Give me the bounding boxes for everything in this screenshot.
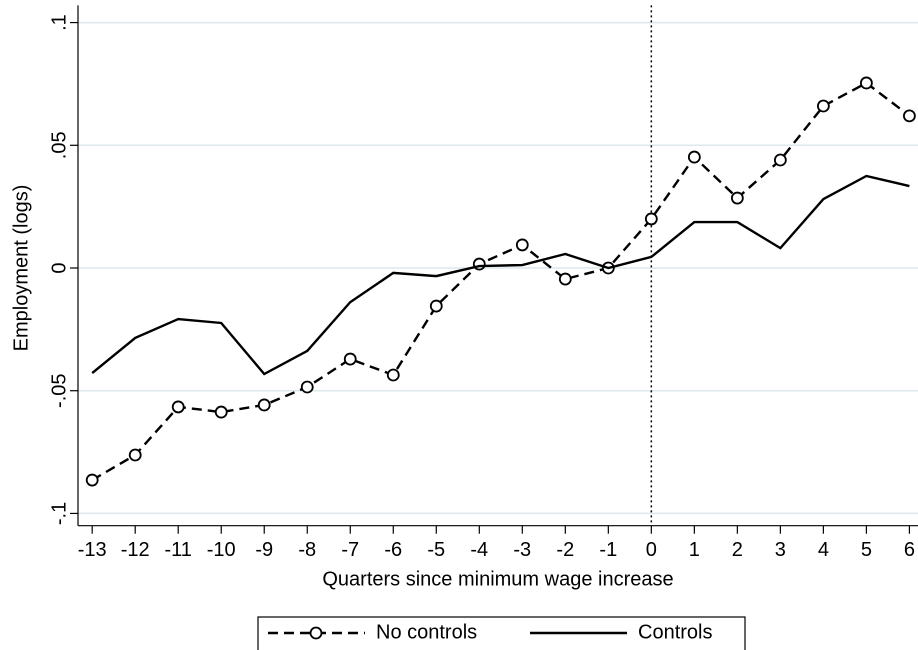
x-tick-label: 2 xyxy=(732,539,743,561)
x-tick-label: 0 xyxy=(646,539,657,561)
data-point xyxy=(257,398,271,412)
data-point xyxy=(85,473,99,487)
data-point xyxy=(429,299,443,313)
y-tick-label: -.05 xyxy=(48,373,70,407)
legend-marker xyxy=(309,626,323,640)
data-point xyxy=(214,405,228,419)
x-tick-label: 4 xyxy=(818,539,829,561)
x-tick-label: 5 xyxy=(861,539,872,561)
data-point xyxy=(558,272,572,286)
data-point xyxy=(300,380,314,394)
data-point xyxy=(343,352,357,366)
y-tick-label: .1 xyxy=(48,14,70,31)
x-tick-label: -10 xyxy=(207,539,236,561)
data-point xyxy=(515,238,529,252)
data-point xyxy=(773,153,787,167)
x-tick-label: -9 xyxy=(255,539,273,561)
data-point xyxy=(816,99,830,113)
x-tick-label: 1 xyxy=(689,539,700,561)
y-axis-label: Employment (logs) xyxy=(10,185,32,352)
x-tick-label: -4 xyxy=(470,539,488,561)
x-tick-label: -13 xyxy=(78,539,107,561)
x-axis-label: Quarters since minimum wage increase xyxy=(322,568,673,590)
x-tick-label: 6 xyxy=(904,539,915,561)
series-line xyxy=(91,174,910,376)
legend-label: Controls xyxy=(638,621,712,643)
data-point xyxy=(644,212,658,226)
x-tick-label: -2 xyxy=(556,539,574,561)
data-point xyxy=(386,368,400,382)
x-tick-label: -5 xyxy=(427,539,445,561)
x-tick-label: -12 xyxy=(121,539,150,561)
data-point xyxy=(730,191,744,205)
x-tick-label: -6 xyxy=(384,539,402,561)
x-tick-label: -11 xyxy=(165,539,192,561)
series-line xyxy=(91,81,911,482)
x-tick-label: -8 xyxy=(298,539,316,561)
data-point xyxy=(171,400,185,414)
data-point xyxy=(859,76,873,90)
y-tick-label: 0 xyxy=(48,262,70,273)
legend-label: No controls xyxy=(376,621,477,643)
x-tick-label: -1 xyxy=(599,539,617,561)
x-tick-label: 3 xyxy=(775,539,786,561)
y-tick-label: -.1 xyxy=(48,502,70,525)
data-point xyxy=(902,109,916,123)
x-tick-label: -7 xyxy=(341,539,359,561)
y-tick-label: .05 xyxy=(48,131,70,159)
legend: No controls Controls xyxy=(257,616,746,650)
data-point xyxy=(128,448,142,462)
x-tick-label: -3 xyxy=(513,539,531,561)
data-point xyxy=(687,150,701,164)
